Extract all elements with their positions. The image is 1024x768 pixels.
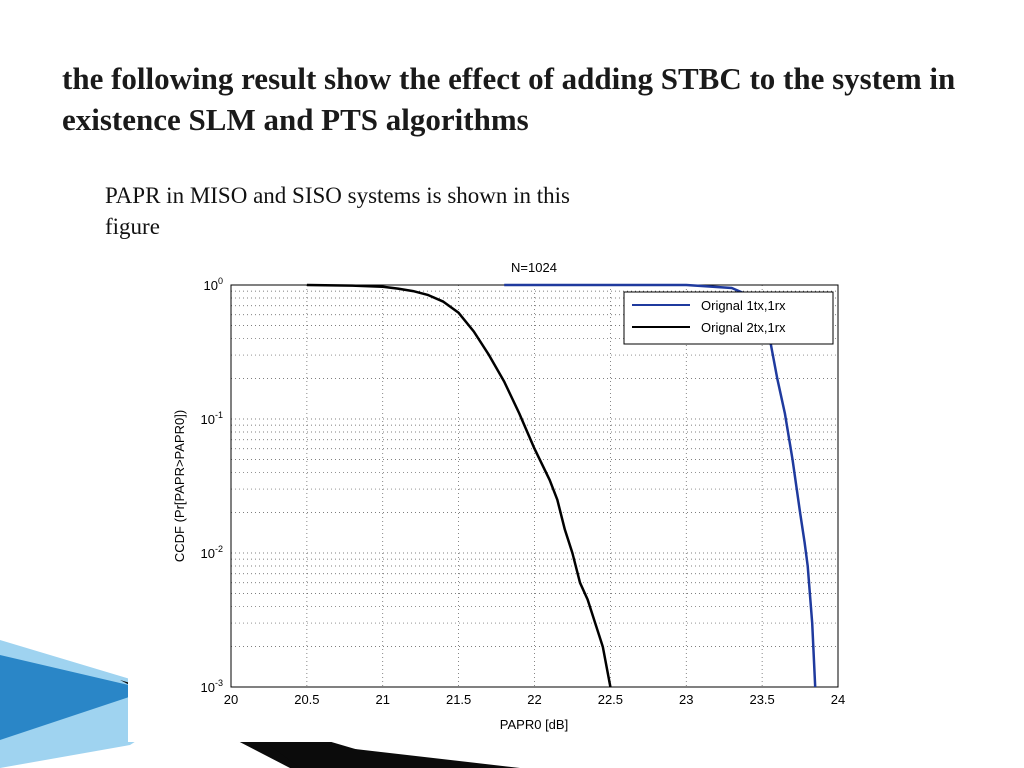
y-tick-label: 100 xyxy=(204,276,223,293)
deco-dark-wedge-bottom xyxy=(260,738,520,768)
x-tick-label: 23 xyxy=(679,692,693,707)
legend: Orignal 1tx,1rx Orignal 2tx,1rx xyxy=(623,291,834,345)
slide-title: the following result show the effect of … xyxy=(62,61,956,137)
legend-label-1: Orignal 1tx,1rx xyxy=(701,298,786,313)
x-tick-label: 21 xyxy=(376,692,390,707)
ccdf-chart: 20 20.5 21 21.5 22 22.5 23 23.5 24 100 10-1 10-2 10-… xyxy=(172,260,845,732)
x-axis-label: PAPR0 [dB] xyxy=(500,717,568,732)
chart-title: N=1024 xyxy=(511,260,557,275)
y-tick-label: 10-3 xyxy=(201,678,223,695)
x-tick-label: 20 xyxy=(224,692,238,707)
x-tick-label: 24 xyxy=(831,692,845,707)
deco-blue-wedge xyxy=(0,655,150,740)
y-tick-label: 10-1 xyxy=(201,410,223,427)
legend-box xyxy=(623,291,834,345)
x-tick-label: 22.5 xyxy=(598,692,623,707)
grid xyxy=(231,285,838,687)
series-lines xyxy=(306,283,817,688)
x-tick-label: 21.5 xyxy=(446,692,471,707)
y-tick-label: 10-2 xyxy=(201,544,223,561)
x-tick-label: 23.5 xyxy=(749,692,774,707)
legend-label-2: Orignal 2tx,1rx xyxy=(701,320,786,335)
bullet-text: PAPR in MISO and SISO systems is shown i… xyxy=(105,183,570,239)
x-tick-label: 20.5 xyxy=(294,692,319,707)
series-line-2 xyxy=(306,283,612,688)
series-line-1 xyxy=(504,283,817,688)
figure-frame: 20 20.5 21 21.5 22 22.5 23 23.5 24 100 10-1 10-2 10-… xyxy=(128,252,866,742)
x-tick-label: 22 xyxy=(527,692,541,707)
y-axis-label: CCDF (Pr[PAPR>PAPR0]) xyxy=(172,410,187,562)
